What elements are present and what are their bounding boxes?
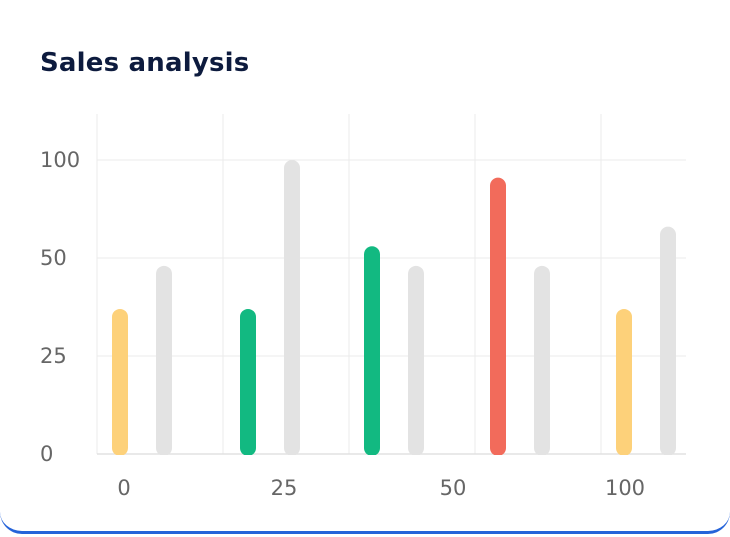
- y-tick-label: 50: [40, 246, 67, 270]
- bar: [240, 308, 256, 456]
- bar: [364, 246, 380, 456]
- bar: [408, 265, 424, 456]
- y-tick-label: 25: [40, 344, 67, 368]
- bar: [660, 226, 676, 456]
- bar: [490, 177, 506, 456]
- x-tick-label: 0: [117, 476, 130, 500]
- bar: [284, 160, 300, 456]
- bar: [616, 308, 632, 456]
- bar: [156, 265, 172, 456]
- x-tick-label: 25: [271, 476, 298, 500]
- chart-title: Sales analysis: [40, 48, 250, 78]
- y-tick-label: 0: [40, 442, 53, 466]
- x-tick-label: 50: [440, 476, 467, 500]
- baseline-mask: [98, 455, 686, 461]
- bar: [534, 265, 550, 456]
- y-tick-label: 100: [40, 148, 80, 172]
- x-tick-label: 100: [605, 476, 645, 500]
- bar: [112, 308, 128, 456]
